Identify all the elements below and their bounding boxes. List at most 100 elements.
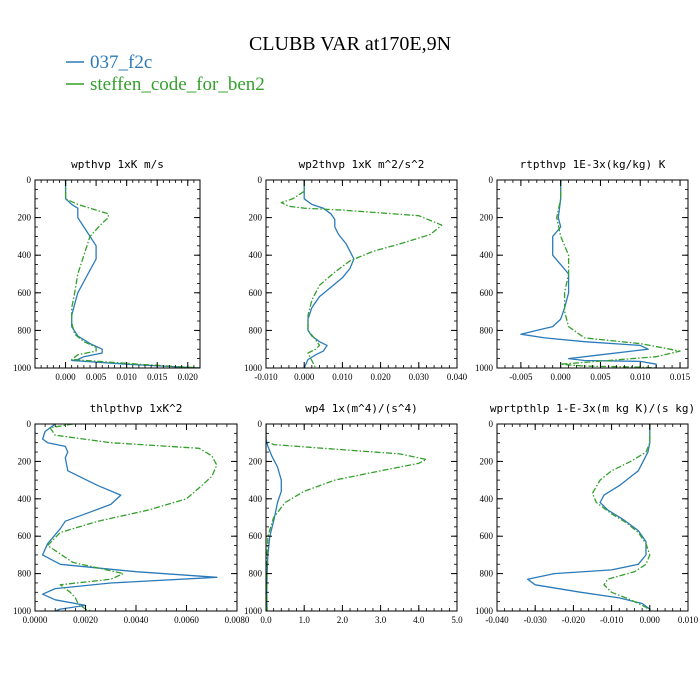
y-tick-label: 800 xyxy=(18,569,32,579)
x-tick-label: 0.000 xyxy=(294,372,315,382)
series-line-steffen-code-for-ben2 xyxy=(591,424,651,611)
panel-title: wpthvp 1xK m/s xyxy=(71,158,164,171)
x-tick-label: 0.0040 xyxy=(124,615,149,625)
y-tick-label: 800 xyxy=(480,325,494,335)
chart-panel-4: thlpthvp 1xK^2 0.0000 0.0020 0.0040 0.0060 0.… xyxy=(13,402,250,625)
y-tick-label: 800 xyxy=(480,569,494,579)
plot-frame xyxy=(265,179,458,369)
y-tick-label: 600 xyxy=(18,288,32,298)
y-tick-label: 400 xyxy=(480,494,494,504)
chart-panel-5: wp4 1x(m^4)/(s^4) 0.0 1.0 2.0 3.0 4.0 5.0 0 200 4… xyxy=(244,402,463,625)
chart-panel-6: wprtpthlp 1-E-3x(m kg K)/(s kg) -0.040 -0.… xyxy=(475,402,699,625)
plot-frame xyxy=(34,179,201,369)
panels: wpthvp 1xK m/s0.000 0.005 0.010 0.015 0.0200… xyxy=(13,158,699,625)
y-tick-label: 0 xyxy=(27,419,32,429)
x-tick-label: -0.005 xyxy=(509,372,533,382)
figure-title: CLUBB VAR at170E,9N xyxy=(249,33,451,55)
x-tick-label: 0.0000 xyxy=(23,615,48,625)
y-tick-label: 200 xyxy=(18,456,32,466)
y-tick-label: 0 xyxy=(27,175,32,185)
x-tick-label: 0.040 xyxy=(447,372,468,382)
y-tick-label: 200 xyxy=(18,213,32,223)
y-tick-label: 200 xyxy=(249,213,263,223)
x-tick-label: 1.0 xyxy=(299,615,311,625)
x-tick-label: -0.040 xyxy=(485,615,509,625)
x-tick-label: 0.020 xyxy=(370,372,391,382)
x-tick-label: 0.000 xyxy=(55,372,76,382)
series-line-steffen-code-for-ben2 xyxy=(556,180,681,368)
x-tick-label: 0.0080 xyxy=(225,615,250,625)
plot-frame xyxy=(496,423,689,612)
chart-panel-1: wpthvp 1xK m/s 0.000 0.005 0.010 0.015 0.020 0… xyxy=(13,158,201,382)
y-tick-label: 600 xyxy=(249,531,263,541)
series-line-037-f2c xyxy=(526,424,651,611)
x-tick-label: 2.0 xyxy=(337,615,349,625)
y-tick-label: 1000 xyxy=(244,606,263,616)
y-tick-label: 400 xyxy=(249,250,263,260)
y-tick-label: 0 xyxy=(489,419,494,429)
x-tick-label: 0.000 xyxy=(551,372,572,382)
x-tick-label: -0.020 xyxy=(562,615,586,625)
plot-frame xyxy=(265,423,458,612)
y-tick-label: 200 xyxy=(249,456,263,466)
y-tick-label: 1000 xyxy=(244,363,263,373)
chart-panel-3: rtpthvp 1E-3x(kg/kg) K -0.005 0.000 0.005 0.… xyxy=(475,158,691,382)
plot-frame xyxy=(496,179,689,369)
series-line-037-f2c xyxy=(303,180,355,368)
x-tick-label: 0.0060 xyxy=(174,615,199,625)
panel-title: wp2thvp 1xK m^2/s^2 xyxy=(299,158,425,171)
y-tick-label: 1000 xyxy=(475,606,494,616)
y-tick-label: 400 xyxy=(249,494,263,504)
y-tick-label: 1000 xyxy=(13,363,32,373)
series-line-steffen-code-for-ben2 xyxy=(46,424,218,611)
panel-title: thlpthvp 1xK^2 xyxy=(90,402,183,415)
x-tick-label: 5.0 xyxy=(451,615,463,625)
legend-label-steffen: steffen_code_for_ben2 xyxy=(90,74,265,95)
y-tick-label: 1000 xyxy=(475,363,494,373)
y-tick-label: 400 xyxy=(480,250,494,260)
series-line-037-f2c xyxy=(41,424,218,611)
x-tick-label: 0.0 xyxy=(260,615,272,625)
series-line-steffen-code-for-ben2 xyxy=(280,180,443,368)
x-tick-label: 0.030 xyxy=(409,372,430,382)
x-tick-label: 0.015 xyxy=(147,372,168,382)
x-tick-label: 4.0 xyxy=(413,615,425,625)
chart-panel-2: wp2thvp 1xK m^2/s^2 -0.010 0.000 0.010 0.020… xyxy=(244,158,468,382)
y-tick-label: 0 xyxy=(258,175,263,185)
series-line-steffen-code-for-ben2 xyxy=(64,180,200,368)
x-tick-label: 3.0 xyxy=(375,615,387,625)
legend-label-037-f2c: 037_f2c xyxy=(90,52,152,73)
x-tick-label: 0.000 xyxy=(640,615,661,625)
x-tick-label: 0.015 xyxy=(670,372,691,382)
x-tick-label: 0.010 xyxy=(678,615,699,625)
y-tick-label: 0 xyxy=(489,175,494,185)
x-tick-label: 0.010 xyxy=(332,372,353,382)
series-line-037-f2c xyxy=(520,180,657,368)
y-tick-label: 600 xyxy=(249,288,263,298)
y-tick-label: 1000 xyxy=(13,606,32,616)
x-tick-label: 0.005 xyxy=(86,372,107,382)
x-tick-label: 0.005 xyxy=(590,372,611,382)
y-tick-label: 400 xyxy=(18,494,32,504)
panel-title: wp4 1x(m^4)/(s^4) xyxy=(305,402,418,415)
x-tick-label: 0.010 xyxy=(117,372,138,382)
y-tick-label: 200 xyxy=(480,213,494,223)
y-tick-label: 800 xyxy=(18,325,32,335)
x-tick-label: 0.0020 xyxy=(73,615,98,625)
y-tick-label: 400 xyxy=(18,250,32,260)
y-tick-label: 600 xyxy=(480,288,494,298)
y-tick-label: 600 xyxy=(18,531,32,541)
series-line-steffen-code-for-ben2 xyxy=(266,424,428,611)
legend: 037_f2c steffen_code_for_ben2 xyxy=(66,52,265,95)
x-tick-label: 0.010 xyxy=(630,372,651,382)
x-tick-label: -0.030 xyxy=(524,615,548,625)
x-tick-label: -0.010 xyxy=(600,615,624,625)
panel-title: wprtpthlp 1-E-3x(m kg K)/(s kg) xyxy=(490,402,695,415)
panel-title: rtpthvp 1E-3x(kg/kg) K xyxy=(520,158,666,171)
x-tick-label: 0.020 xyxy=(178,372,199,382)
y-tick-label: 600 xyxy=(480,531,494,541)
y-tick-label: 0 xyxy=(258,419,263,429)
x-tick-label: -0.010 xyxy=(254,372,278,382)
y-tick-label: 800 xyxy=(249,325,263,335)
